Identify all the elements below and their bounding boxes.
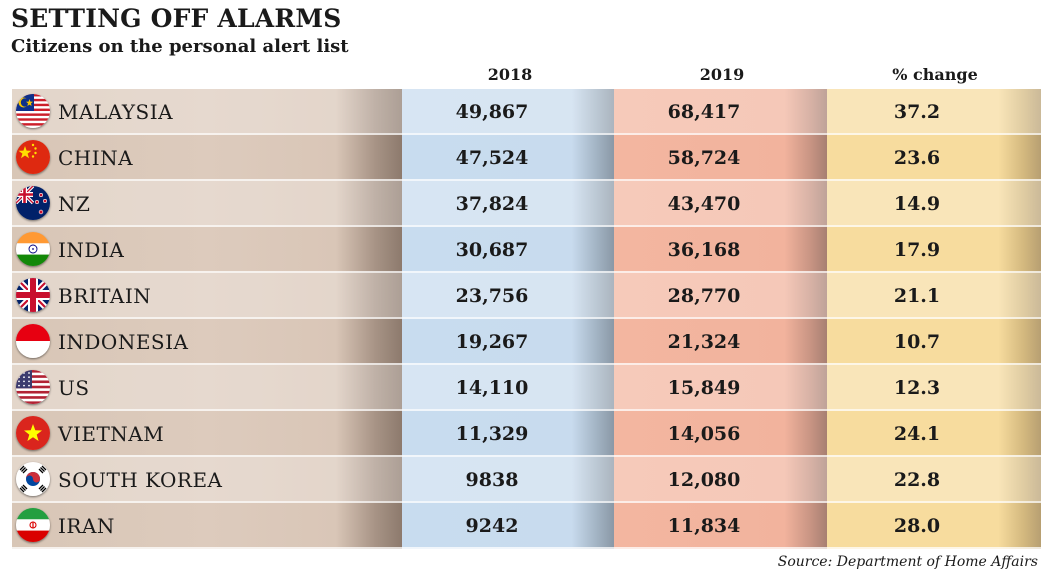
row-separator xyxy=(12,455,1041,457)
value-2018: 30,687 xyxy=(455,239,529,261)
column-header-pct-change: % change xyxy=(892,65,978,84)
column-header-2019: 2019 xyxy=(699,65,745,84)
value-2019: 36,168 xyxy=(667,239,741,261)
country-column-bg xyxy=(12,89,402,549)
table-row: BRITAIN 23,756 28,770 21.1 xyxy=(12,273,1041,319)
table-row: US 14,110 15,849 12.3 xyxy=(12,365,1041,411)
country-name: MALAYSIA xyxy=(58,100,174,124)
value-2018: 19,267 xyxy=(455,331,529,353)
row-separator xyxy=(12,179,1041,181)
country-name: SOUTH KOREA xyxy=(58,468,223,492)
value-2018: 37,824 xyxy=(455,193,529,215)
value-pct-change: 24.1 xyxy=(893,423,941,445)
row-separator xyxy=(12,363,1041,365)
indonesia-flag-icon xyxy=(16,324,50,358)
us-flag-icon xyxy=(16,370,50,404)
value-2019: 12,080 xyxy=(667,469,741,491)
country-name: VIETNAM xyxy=(58,422,165,446)
value-pct-change: 23.6 xyxy=(893,147,941,169)
malaysia-flag-icon xyxy=(16,94,50,128)
value-2018: 9838 xyxy=(465,469,519,491)
value-pct-change: 17.9 xyxy=(893,239,941,261)
column-pct-bg xyxy=(827,89,1041,549)
country-name: CHINA xyxy=(58,146,134,170)
value-2018: 11,329 xyxy=(455,423,529,445)
row-band xyxy=(12,365,1041,409)
value-pct-change: 14.9 xyxy=(893,193,941,215)
row-separator xyxy=(12,271,1041,273)
vietnam-flag-icon xyxy=(16,416,50,450)
value-pct-change: 12.3 xyxy=(893,377,941,399)
value-2018: 23,756 xyxy=(455,285,529,307)
row-band xyxy=(12,181,1041,225)
india-flag-icon xyxy=(16,232,50,266)
table-row: VIETNAM 11,329 14,056 24.1 xyxy=(12,411,1041,457)
row-band xyxy=(12,273,1041,317)
value-2019: 58,724 xyxy=(667,147,741,169)
chart-subtitle: Citizens on the personal alert list xyxy=(11,36,349,57)
value-2019: 15,849 xyxy=(667,377,741,399)
column-2018-bg xyxy=(402,89,614,549)
value-2018: 14,110 xyxy=(455,377,529,399)
value-2019: 14,056 xyxy=(667,423,741,445)
source-note: Source: Department of Home Affairs xyxy=(777,554,1038,570)
country-name: INDONESIA xyxy=(58,330,189,354)
iran-flag-icon xyxy=(16,508,50,542)
china-flag-icon xyxy=(16,140,50,174)
table-row: NZ 37,824 43,470 14.9 xyxy=(12,181,1041,227)
table-row: IRAN 9242 11,834 28.0 xyxy=(12,503,1041,549)
column-2019-bg xyxy=(614,89,827,549)
value-2018: 49,867 xyxy=(455,101,529,123)
value-pct-change: 28.0 xyxy=(893,515,941,537)
country-name: BRITAIN xyxy=(58,284,152,308)
value-pct-change: 10.7 xyxy=(893,331,941,353)
value-2019: 68,417 xyxy=(667,101,741,123)
table-row: CHINA 47,524 58,724 23.6 xyxy=(12,135,1041,181)
data-table: MALAYSIA 49,867 68,417 37.2 CHINA 47,524 58,72… xyxy=(12,89,1041,549)
column-header-2018: 2018 xyxy=(487,65,533,84)
country-name: US xyxy=(58,376,90,400)
value-pct-change: 21.1 xyxy=(893,285,941,307)
country-name: INDIA xyxy=(58,238,125,262)
row-band xyxy=(12,89,1041,133)
britain-flag-icon xyxy=(16,278,50,312)
value-2019: 21,324 xyxy=(667,331,741,353)
country-name: NZ xyxy=(58,192,91,216)
row-separator xyxy=(12,409,1041,411)
row-band xyxy=(12,457,1041,501)
value-2019: 11,834 xyxy=(667,515,741,537)
chart-title: SETTING OFF ALARMS xyxy=(11,4,342,33)
row-separator xyxy=(12,225,1041,227)
value-pct-change: 22.8 xyxy=(893,469,941,491)
row-separator xyxy=(12,133,1041,135)
value-2019: 28,770 xyxy=(667,285,741,307)
table-row: MALAYSIA 49,867 68,417 37.2 xyxy=(12,89,1041,135)
row-separator xyxy=(12,317,1041,319)
value-2018: 47,524 xyxy=(455,147,529,169)
table-row: INDIA 30,687 36,168 17.9 xyxy=(12,227,1041,273)
row-separator xyxy=(12,547,1041,549)
country-name: IRAN xyxy=(58,514,115,538)
table-row: SOUTH KOREA 9838 12,080 22.8 xyxy=(12,457,1041,503)
table-row: INDONESIA 19,267 21,324 10.7 xyxy=(12,319,1041,365)
new-zealand-flag-icon xyxy=(16,186,50,220)
value-2018: 9242 xyxy=(465,515,519,537)
value-pct-change: 37.2 xyxy=(893,101,941,123)
row-separator xyxy=(12,501,1041,503)
value-2019: 43,470 xyxy=(667,193,741,215)
south-korea-flag-icon xyxy=(16,462,50,496)
